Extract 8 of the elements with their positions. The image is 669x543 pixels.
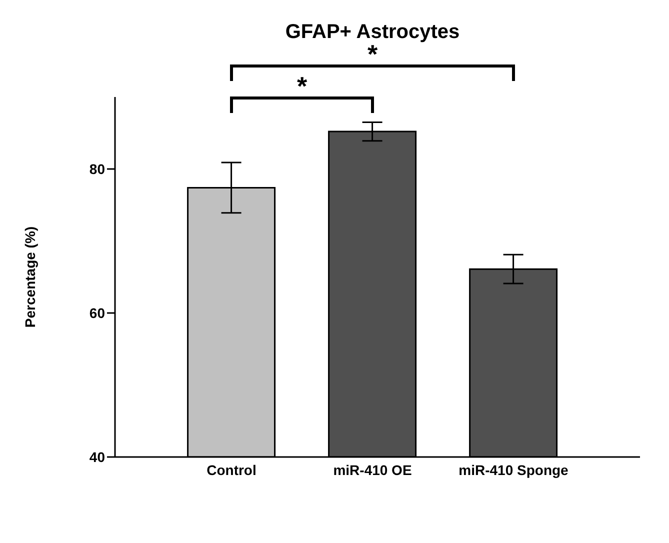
x-tick-label: miR-410 Sponge — [458, 462, 569, 478]
y-axis-title: Percentage (%) — [22, 226, 38, 328]
y-tick-label: 80 — [89, 160, 106, 177]
x-tick-label: Control — [206, 462, 256, 478]
y-tick-label: 60 — [89, 304, 106, 321]
x-tick-label: miR-410 OE — [333, 462, 412, 478]
annotation: * — [296, 71, 308, 101]
y-tick-label: 40 — [89, 448, 106, 465]
